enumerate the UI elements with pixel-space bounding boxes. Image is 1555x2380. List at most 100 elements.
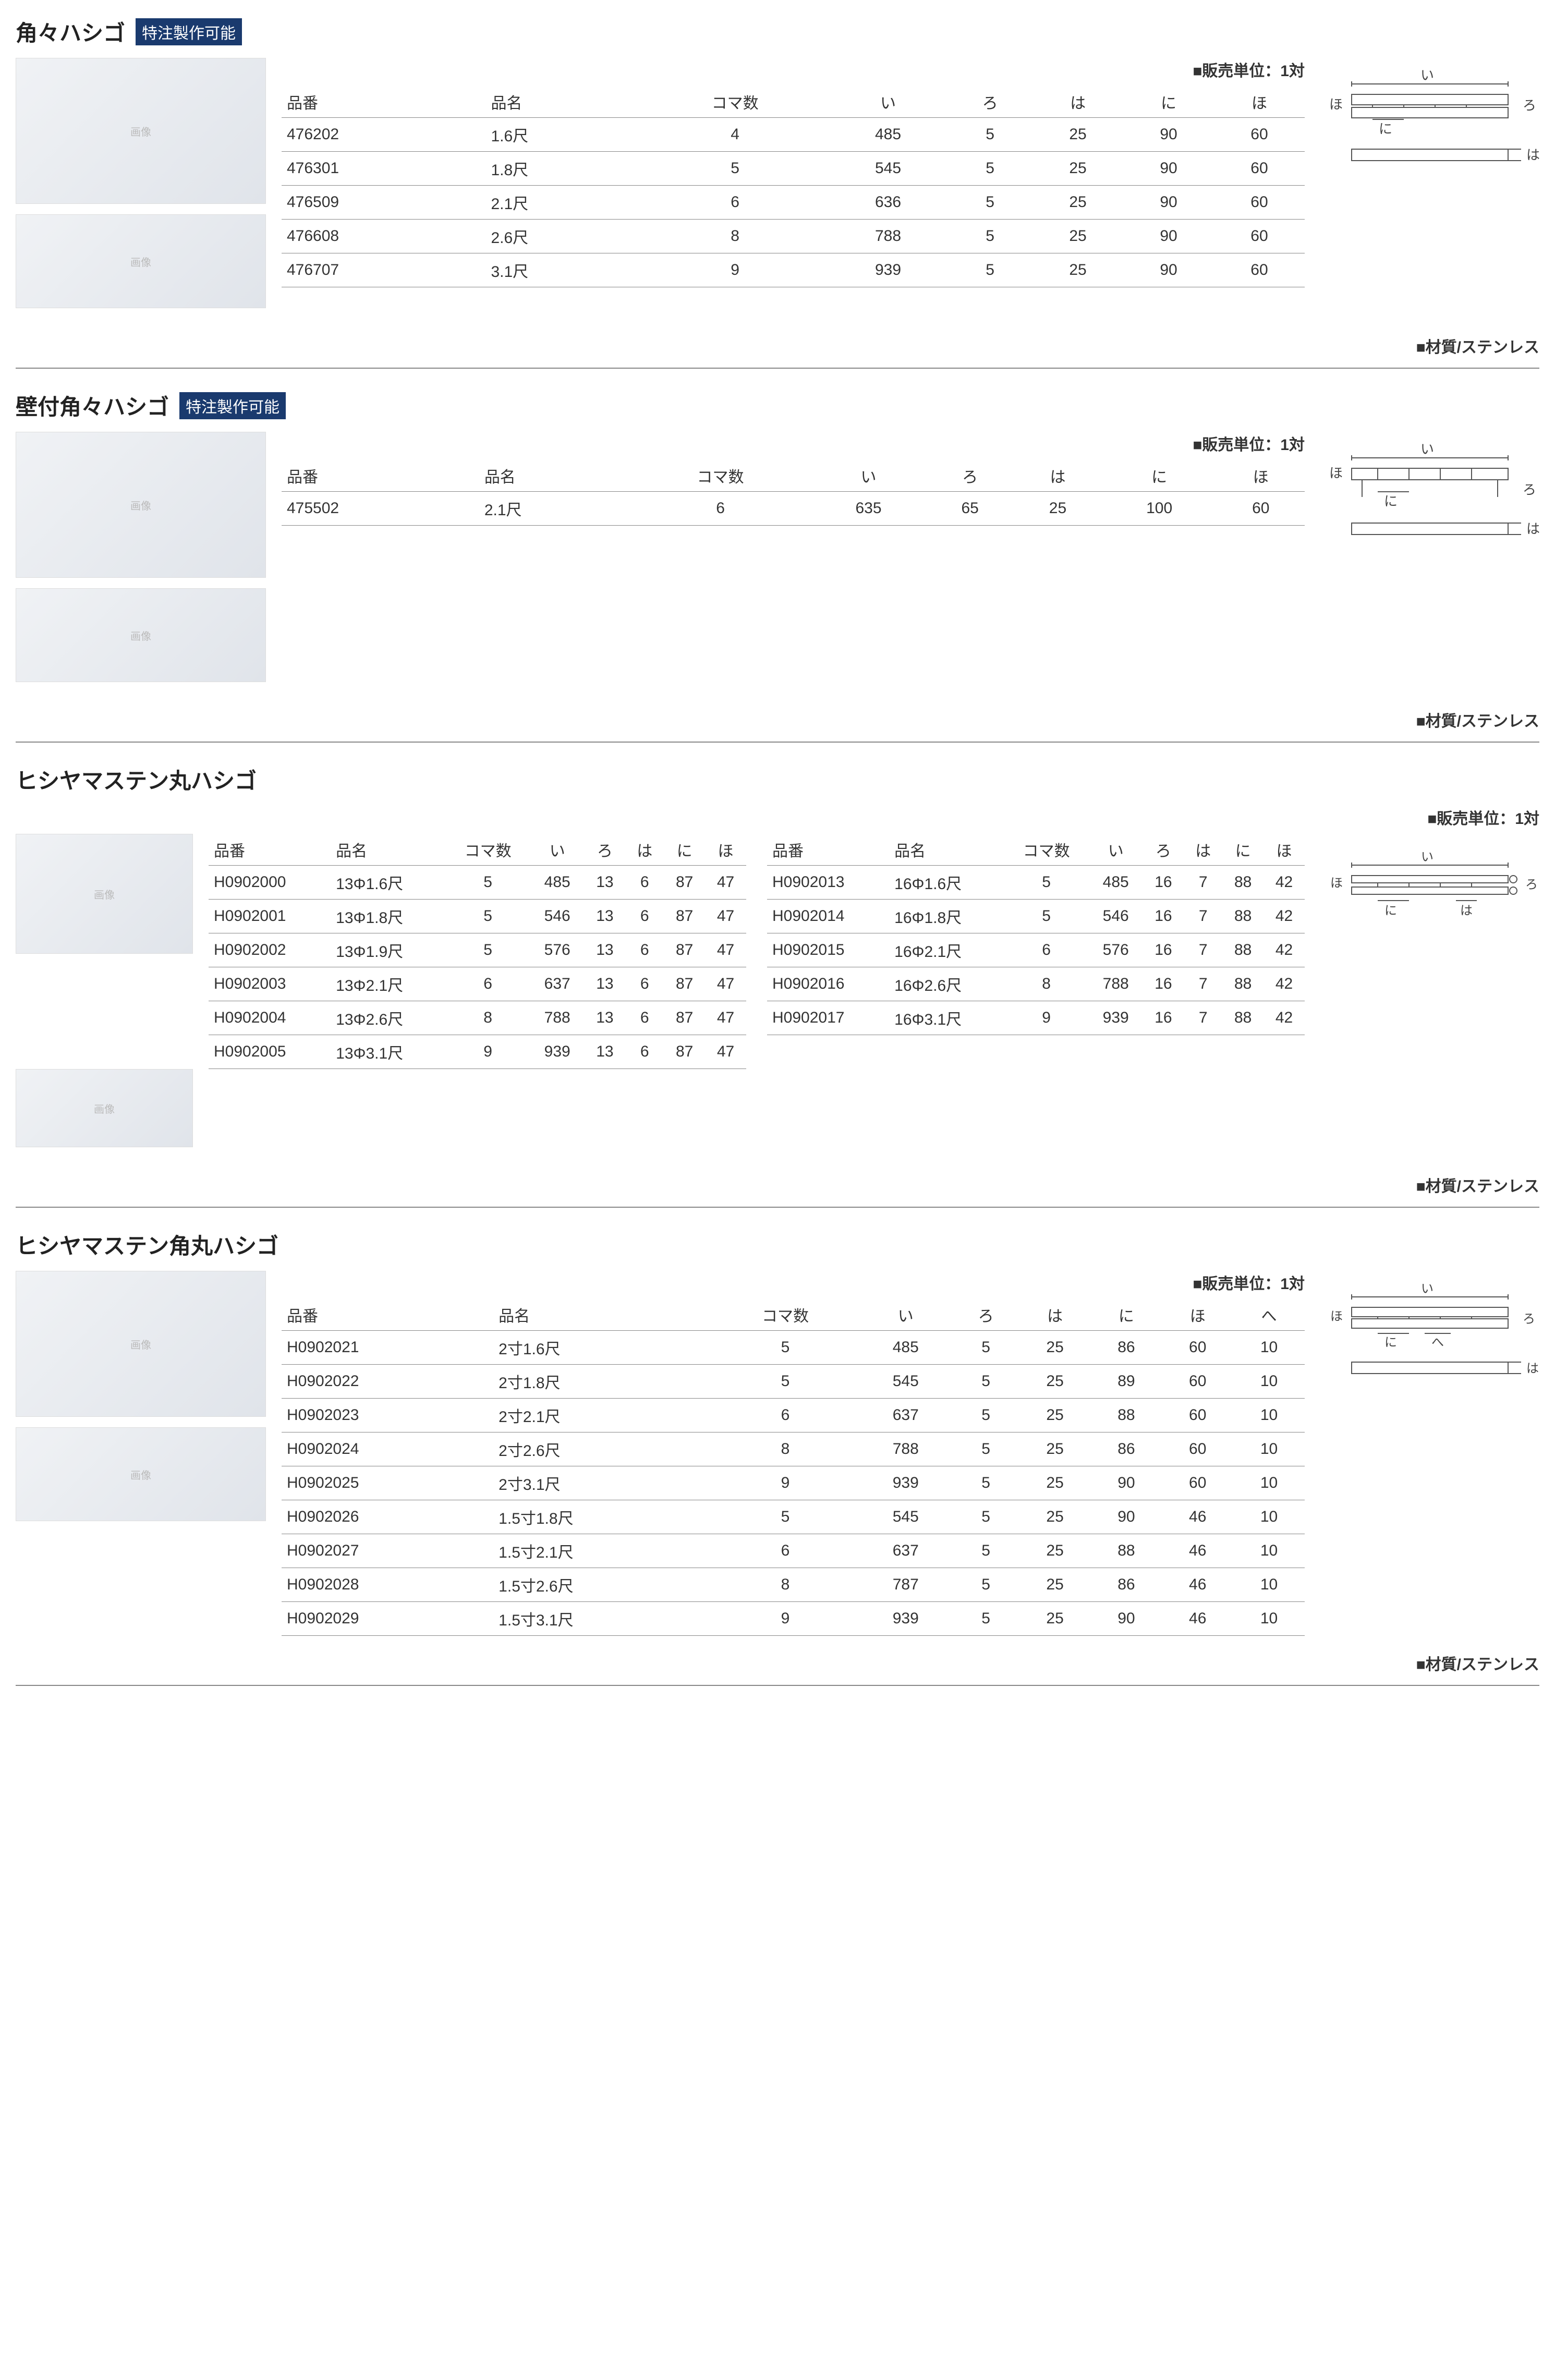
table-header: は [1032,86,1123,118]
content-row: 画像 [16,1069,1539,1158]
table-cell: 2.1尺 [479,492,630,526]
table-cell: 2.1尺 [485,186,641,220]
table-cell: 7 [1184,866,1222,900]
dimension-diagram: い ほ ろ に へ は [1320,1271,1539,1400]
table-cell: H0902017 [767,1001,889,1035]
table-cell: H0902015 [767,933,889,967]
table-cell: 2寸1.8尺 [493,1365,712,1399]
table-cell: 13 [584,967,625,1001]
table-cell: 475502 [282,492,479,526]
table-cell: 546 [1089,900,1143,933]
table-cell: 476509 [282,186,485,220]
table-cell: 16 [1143,1001,1184,1035]
table-header: に [1091,1299,1162,1331]
table-cell: 5 [953,1534,1019,1568]
table-cell: 1.8尺 [485,152,641,186]
table-cell: 8 [712,1568,859,1602]
table-cell: 5 [712,1500,859,1534]
table-cell: 13 [584,866,625,900]
table-cell: 60 [1162,1365,1233,1399]
product-images: 画像 画像 [16,432,266,693]
table-cell: 16 [1143,900,1184,933]
label-ro: ろ [1525,878,1538,892]
table-cell: 87 [664,1001,705,1035]
table-cell: 5 [947,186,1032,220]
table-cell: 637 [530,967,585,1001]
table-cell: 5 [445,866,530,900]
sales-unit-label: ■販売単位：1対 [282,58,1305,81]
diagram-svg: い ほ ろ に は [1320,58,1539,183]
table-cell: 787 [859,1568,953,1602]
table-cell: 88 [1091,1534,1162,1568]
table-cell: 1.6尺 [485,118,641,152]
table-cell: 7 [1184,1001,1222,1035]
table-header: 品名 [479,460,630,492]
table-header: ほ [1162,1299,1233,1331]
table-cell: 9 [712,1602,859,1636]
table-cell: H0902021 [282,1331,493,1365]
table-cell: 25 [1019,1602,1091,1636]
table-cell: 637 [859,1399,953,1432]
table-cell: 46 [1162,1534,1233,1568]
section-kabetsuke-ladder: 壁付角々ハシゴ 特注製作可能 画像 画像 ■販売単位：1対 品番品名コマ数いろは… [16,390,1539,743]
table-cell: 2寸3.1尺 [493,1466,712,1500]
table-cell: 47 [705,1035,746,1069]
spec-table: 品番品名コマ数いろはにほへ H09020212寸1.6尺548552586601… [282,1299,1305,1636]
table-header: ろ [926,460,1014,492]
table-header: へ [1233,1299,1305,1331]
content-row: 画像 画像 ■販売単位：1対 品番品名コマ数いろはにほへ H09020212寸1… [16,1271,1539,1636]
table-cell: H0902022 [282,1365,493,1399]
table-cell: H0902023 [282,1399,493,1432]
table-cell: 576 [530,933,585,967]
table-header: 品名 [331,834,445,866]
table-cell: 6 [625,1035,664,1069]
label-i: い [1420,67,1434,83]
table-row: H090201716Φ3.1尺99391678842 [767,1001,1305,1035]
table-cell: 485 [1089,866,1143,900]
table-cell: 13 [584,1001,625,1035]
table-header: は [1184,834,1222,866]
table-cell: 6 [1004,933,1089,967]
label-he: へ [1431,1335,1444,1350]
table-cell: 476707 [282,253,485,287]
product-image: 画像 [16,432,266,578]
section-header: 壁付角々ハシゴ 特注製作可能 [16,390,1539,421]
table-cell: 5 [953,1365,1019,1399]
label-ni: に [1379,121,1392,137]
table-header: ろ [947,86,1032,118]
table-cell: 5 [947,152,1032,186]
table-cell: 7 [1184,900,1222,933]
table-row: H090200313Φ2.1尺66371368747 [209,967,746,1001]
table-cell: 13 [584,900,625,933]
table-row: H09020232寸2.1尺6637525886010 [282,1399,1305,1432]
table-cell: 5 [445,900,530,933]
table-header: 品番 [282,1299,493,1331]
table-cell: 46 [1162,1602,1233,1636]
section-title: ヒシヤマステン丸ハシゴ [16,763,257,795]
table-header: は [1019,1299,1091,1331]
product-images: 画像 画像 [16,58,266,319]
custom-order-badge: 特注製作可能 [136,18,242,45]
table-cell: 545 [859,1500,953,1534]
content-row: 画像 画像 ■販売単位：1対 品番品名コマ数いろはにほ 4755022.1尺66… [16,432,1539,693]
table-cell: 25 [1032,253,1123,287]
table-cell: 86 [1091,1568,1162,1602]
table-cell: H0902027 [282,1534,493,1568]
table-row: H09020281.5寸2.6尺8787525864610 [282,1568,1305,1602]
table-cell: H0902025 [282,1466,493,1500]
table-row: 4765092.1尺66365259060 [282,186,1305,220]
table-cell: 6 [625,866,664,900]
table-cell: 10 [1233,1602,1305,1636]
table-cell: 6 [712,1399,859,1432]
table-cell: 10 [1233,1534,1305,1568]
table-header: 品番 [767,834,889,866]
table-cell: 60 [1162,1432,1233,1466]
table-cell: 47 [705,866,746,900]
spec-table-container: ■販売単位：1対 品番品名コマ数いろはにほへ H09020212寸1.6尺548… [282,1271,1305,1636]
table-header: 品番 [282,460,479,492]
table-row: H09020271.5寸2.1尺6637525884610 [282,1534,1305,1568]
table-cell: 8 [641,220,828,253]
table-row: 4766082.6尺87885259060 [282,220,1305,253]
table-cell: 90 [1091,1602,1162,1636]
section-kadokado-ladder: 角々ハシゴ 特注製作可能 画像 画像 ■販売単位：1対 品番品名コマ数いろはにほ… [16,16,1539,369]
